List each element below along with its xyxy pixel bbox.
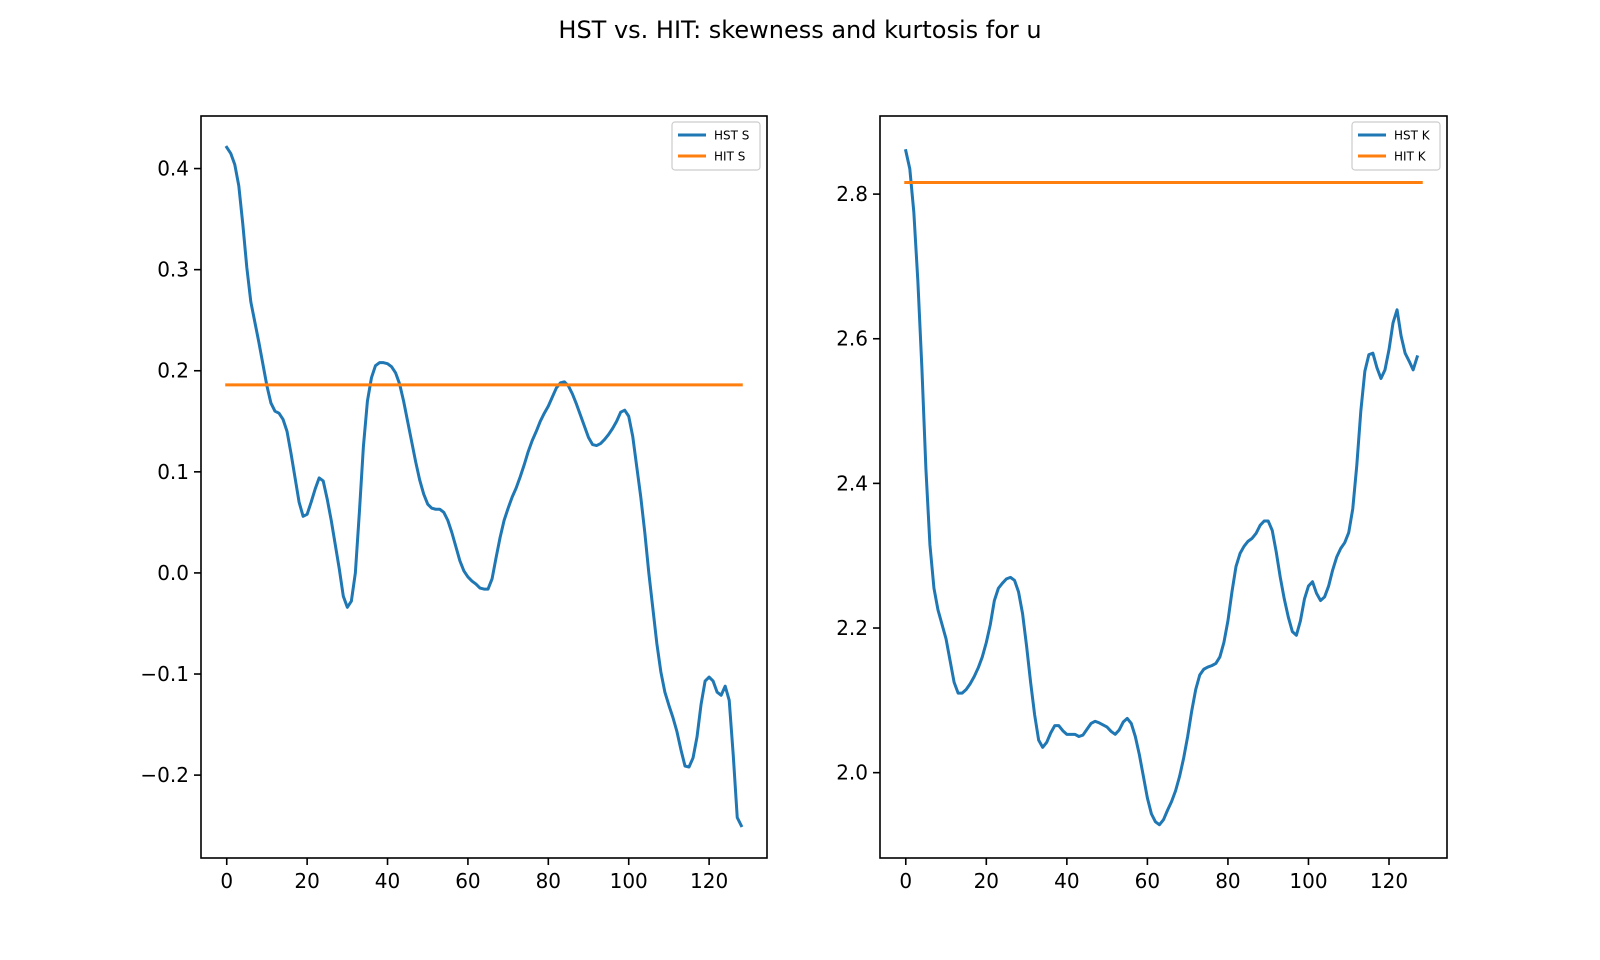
skewness-panel: 0 20 40 60 80 100 120 −0.2 −0.1 0.0 0.1 0.2 0.3 0.4 HS… <box>140 115 768 893</box>
kurtosis-x-tick-label: 120 <box>1370 869 1408 893</box>
skewness-y-tick-label: −0.1 <box>140 662 189 686</box>
skewness-legend-label-hit-s: HIT S <box>714 150 745 164</box>
kurtosis-y-tick-label: 2.0 <box>836 761 868 785</box>
skewness-axes-frame <box>200 115 768 859</box>
kurtosis-legend-label-hit-k: HIT K <box>1394 150 1427 164</box>
kurtosis-x-tick-label: 80 <box>1215 869 1240 893</box>
kurtosis-series-line-hst-k <box>903 148 1420 827</box>
skewness-x-tick-label: 100 <box>610 869 648 893</box>
kurtosis-y-tick-label: 2.6 <box>836 327 868 351</box>
skewness-y-tick-label: 0.1 <box>157 460 189 484</box>
kurtosis-y-tick-label: 2.4 <box>836 471 868 495</box>
kurtosis-x-tick-label: 40 <box>1054 869 1079 893</box>
kurtosis-panel: 0 20 40 60 80 100 120 2.0 2.2 2.4 2.6 2.8 HST K HIT K <box>836 115 1448 893</box>
skewness-x-tick-label: 0 <box>220 869 233 893</box>
kurtosis-x-tick-label: 100 <box>1289 869 1327 893</box>
skewness-y-tick-label: 0.4 <box>157 157 189 181</box>
skewness-series-group <box>224 145 744 828</box>
skewness-x-tick-label: 40 <box>375 869 400 893</box>
skewness-y-tick-label: 0.2 <box>157 359 189 383</box>
skewness-legend-label-hst-s: HST S <box>714 129 749 143</box>
skewness-y-tick-label: 0.0 <box>157 561 189 585</box>
kurtosis-y-tick-label: 2.8 <box>836 182 868 206</box>
skewness-legend: HST S HIT S <box>671 121 761 171</box>
kurtosis-series-group <box>903 148 1423 827</box>
skewness-x-tick-label: 60 <box>455 869 480 893</box>
kurtosis-legend-label-hst-k: HST K <box>1394 129 1431 143</box>
skewness-y-tick-label: 0.3 <box>157 258 189 282</box>
kurtosis-x-tick-label: 20 <box>974 869 999 893</box>
skewness-x-tick-label: 80 <box>536 869 561 893</box>
figure-title: HST vs. HIT: skewness and kurtosis for u <box>558 16 1041 44</box>
kurtosis-x-tick-label: 0 <box>899 869 912 893</box>
skewness-y-tick-label: −0.2 <box>140 763 189 787</box>
skewness-x-tick-label: 120 <box>690 869 728 893</box>
kurtosis-legend: HST K HIT K <box>1351 121 1441 171</box>
kurtosis-x-tick-label: 60 <box>1135 869 1160 893</box>
kurtosis-axes-frame <box>879 115 1448 859</box>
kurtosis-y-tick-label: 2.2 <box>836 616 868 640</box>
skewness-x-tick-label: 20 <box>294 869 319 893</box>
skewness-series-line-hst-s <box>224 145 744 828</box>
